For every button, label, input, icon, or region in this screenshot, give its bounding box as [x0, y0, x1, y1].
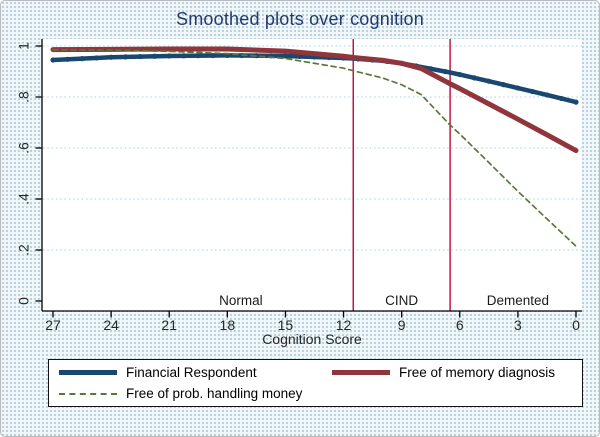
- x-tick-label: 24: [103, 317, 119, 333]
- series-marker: [573, 99, 579, 105]
- series-marker: [210, 52, 216, 59]
- x-tick-label: 12: [336, 317, 352, 333]
- x-axis-title: Cognition Score: [262, 331, 362, 347]
- legend-label: Free of memory diagnosis: [399, 365, 556, 380]
- series-marker: [558, 95, 565, 102]
- series-marker: [529, 88, 536, 95]
- series-marker: [50, 57, 56, 63]
- x-tick-label: 21: [161, 317, 177, 333]
- series-marker: [152, 53, 158, 59]
- legend-line-swatch-olive-dashed: [59, 392, 117, 395]
- x-tick-label: 18: [220, 317, 236, 333]
- series-marker: [137, 53, 143, 60]
- x-tick-label: 9: [398, 317, 406, 333]
- y-tick-label: 0: [16, 297, 32, 305]
- y-tick-label: .6: [16, 142, 32, 154]
- legend: Financial Respondent Free of memory diag…: [48, 359, 583, 407]
- series-marker: [93, 55, 100, 61]
- legend-line-swatch-navy: [59, 370, 117, 375]
- y-tick-label: .2: [16, 244, 32, 256]
- plot-background: [42, 39, 582, 311]
- series-marker: [297, 53, 303, 60]
- region-label-cind: CIND: [385, 293, 418, 308]
- series-line-free-of-prob-handling-money: [52, 48, 577, 248]
- series-marker: [181, 53, 187, 59]
- series-marker: [457, 71, 463, 78]
- series-marker: [282, 53, 289, 59]
- legend-line-swatch-maroon: [332, 370, 390, 375]
- series-marker: [108, 54, 114, 60]
- chart-title: Smoothed plots over cognition: [176, 9, 424, 29]
- y-tick-label: 1: [16, 42, 32, 50]
- series-marker: [500, 82, 506, 88]
- y-tick-label: .8: [16, 91, 32, 103]
- series-marker: [123, 54, 129, 60]
- x-tick-label: 0: [572, 317, 580, 333]
- region-label-normal: Normal: [219, 293, 263, 308]
- series-line-free-of-memory-diagnosis: [50, 46, 579, 154]
- series-marker: [515, 85, 521, 91]
- series-marker: [442, 68, 448, 75]
- series-marker: [195, 53, 201, 59]
- series-marker: [166, 53, 172, 59]
- x-tick-label: 27: [45, 317, 61, 333]
- x-tick-label: 15: [278, 317, 294, 333]
- x-tick-label: 3: [514, 317, 522, 333]
- x-tick-label: 6: [456, 317, 464, 333]
- series-marker: [486, 78, 492, 84]
- series-marker: [471, 75, 477, 81]
- plot-svg: 0 .2 .4 .6 .8 1 27 24 21 18 15 12 9 6 3 0 Normal CIND Deme…: [16, 39, 582, 333]
- legend-item-free-of-memory-diagnosis: Free of memory diagnosis: [332, 363, 582, 383]
- y-tick-label: .4: [16, 193, 32, 205]
- legend-item-free-of-prob-handling-money: Free of prob. handling money: [59, 384, 332, 404]
- legend-label: Free of prob. handling money: [126, 386, 303, 401]
- series-marker: [544, 92, 550, 98]
- legend-item-financial-respondent: Financial Respondent: [59, 363, 332, 383]
- series-marker: [64, 56, 71, 62]
- region-label-demented: Demented: [487, 293, 549, 308]
- legend-label: Financial Respondent: [126, 365, 257, 380]
- series-marker: [79, 56, 85, 62]
